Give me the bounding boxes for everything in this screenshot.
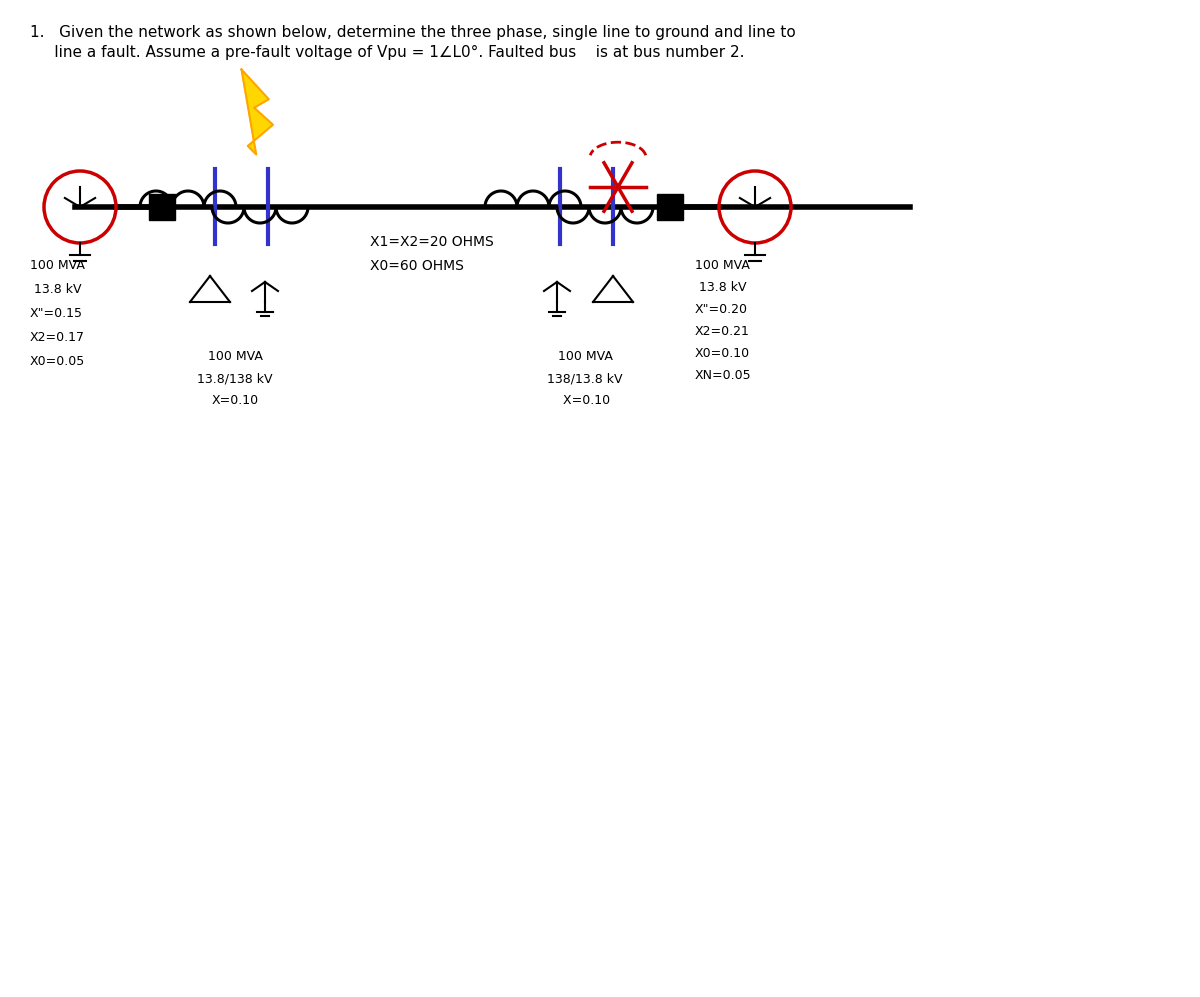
Text: 100 MVA: 100 MVA xyxy=(558,350,612,363)
Text: 100 MVA: 100 MVA xyxy=(208,350,263,363)
Text: X=0.10: X=0.10 xyxy=(559,394,611,407)
Text: 138/13.8 kV: 138/13.8 kV xyxy=(547,372,623,385)
Text: X=0.10: X=0.10 xyxy=(211,394,258,407)
Text: XN=0.05: XN=0.05 xyxy=(695,369,751,382)
Text: X"=0.15: X"=0.15 xyxy=(30,307,83,320)
Text: X0=0.10: X0=0.10 xyxy=(695,347,750,360)
Text: X"=0.20: X"=0.20 xyxy=(695,303,748,316)
Text: X1=X2=20 OHMS: X1=X2=20 OHMS xyxy=(370,235,493,249)
Text: 100 MVA: 100 MVA xyxy=(695,259,750,272)
Text: 100 MVA: 100 MVA xyxy=(30,259,85,272)
Text: line a fault. Assume a pre-fault voltage of Vpu = 1∠L0°. Faulted bus    is at bu: line a fault. Assume a pre-fault voltage… xyxy=(30,45,744,60)
Text: X0=0.05: X0=0.05 xyxy=(30,355,85,368)
Text: X2=0.17: X2=0.17 xyxy=(30,331,85,344)
Polygon shape xyxy=(241,70,274,155)
Text: 13.8 kV: 13.8 kV xyxy=(695,281,746,294)
Bar xyxy=(658,194,683,220)
Text: 13.8 kV: 13.8 kV xyxy=(30,283,82,296)
Text: X0=60 OHMS: X0=60 OHMS xyxy=(370,259,464,273)
Text: 1.   Given the network as shown below, determine the three phase, single line to: 1. Given the network as shown below, det… xyxy=(30,25,796,40)
Bar xyxy=(149,194,175,220)
Text: 13.8/138 kV: 13.8/138 kV xyxy=(197,372,272,385)
Text: X2=0.21: X2=0.21 xyxy=(695,325,750,338)
